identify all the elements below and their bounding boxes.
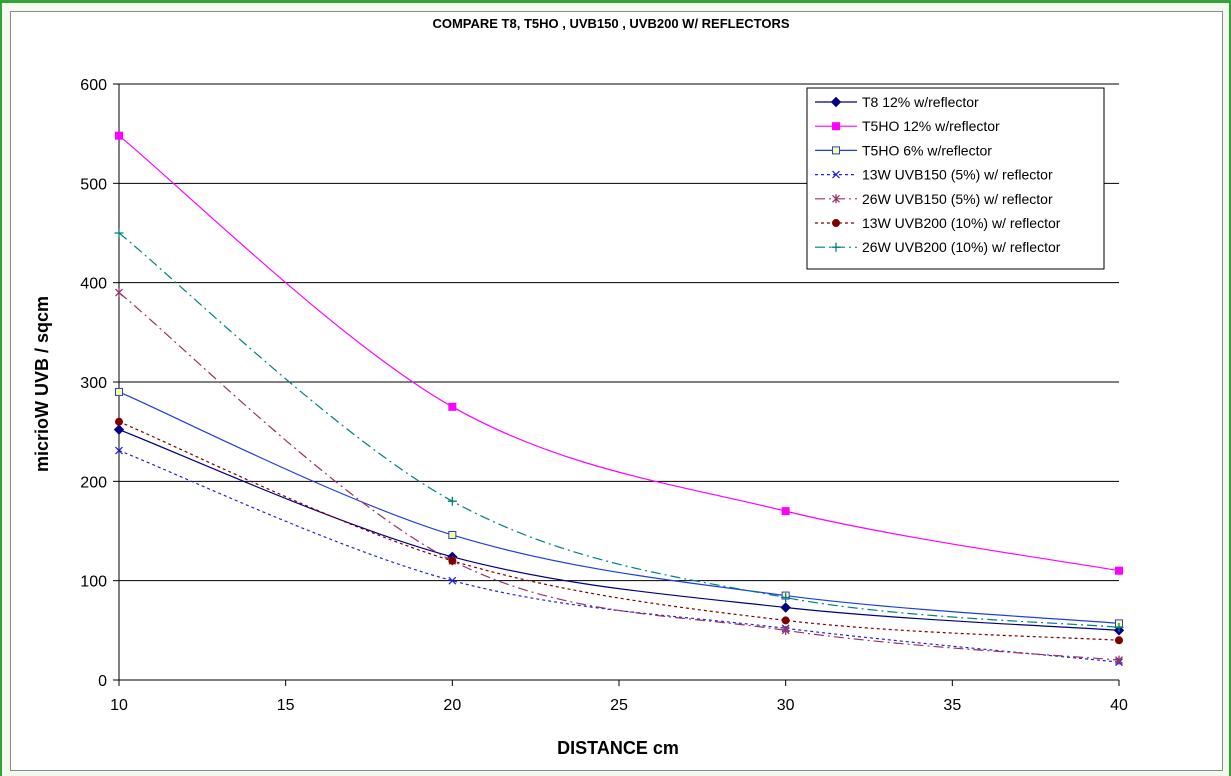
- series-1: [115, 131, 1123, 575]
- y-tick-label-5: 500: [80, 176, 107, 193]
- legend-label-4: 26W UVB150 (5%) w/ reflector: [862, 191, 1053, 207]
- data-point-0-0: [113, 424, 125, 435]
- series-line-2: [118, 391, 1120, 624]
- data-point-6-3: [1114, 622, 1124, 632]
- legend-marker-1: [832, 122, 840, 131]
- x-tick-label-0: 10: [110, 697, 128, 714]
- x-tick-label-1: 15: [277, 697, 295, 714]
- data-point-1-1: [448, 402, 457, 411]
- series-line-0: [118, 429, 1120, 631]
- data-point-1-2: [781, 507, 790, 516]
- axes: [113, 83, 1120, 686]
- legend-label-2: T5HO 6% w/reflector: [862, 142, 992, 158]
- series-line-6: [118, 232, 1120, 628]
- chart-title: COMPARE T8, T5HO , UVB150 , UVB200 W/ RE…: [432, 16, 789, 31]
- legend-marker-5: [832, 219, 840, 227]
- legend-marker-4: [832, 194, 840, 204]
- legend-label-6: 26W UVB200 (10%) w/ reflector: [862, 239, 1061, 255]
- x-tick-label-6: 40: [1110, 697, 1128, 714]
- data-point-1-3: [1115, 566, 1123, 575]
- series-0: [113, 424, 1125, 636]
- y-tick-label-0: 0: [98, 673, 107, 690]
- series-line-5: [118, 421, 1120, 641]
- data-point-5-3: [1115, 636, 1123, 645]
- data-point-4-2: [781, 625, 790, 635]
- data-point-3-1: [448, 576, 457, 585]
- y-tick-label-3: 300: [80, 375, 107, 392]
- series-3: [115, 446, 1123, 667]
- series-4: [115, 288, 1123, 665]
- data-point-0-2: [780, 602, 791, 613]
- data-point-6-0: [114, 228, 124, 238]
- data-point-4-0: [115, 288, 123, 298]
- legend-label-5: 13W UVB200 (10%) w/ reflector: [862, 215, 1061, 231]
- data-point-4-3: [1115, 655, 1123, 665]
- chart-area: COMPARE T8, T5HO , UVB150 , UVB200 W/ RE…: [10, 11, 1223, 771]
- data-point-6-2: [781, 593, 791, 603]
- legend-label-0: T8 12% w/reflector: [862, 94, 979, 110]
- series-5: [115, 417, 1123, 645]
- data-point-3-0: [115, 446, 123, 455]
- legend-label-3: 13W UVB150 (5%) w/ reflector: [862, 167, 1053, 183]
- series-2: [115, 387, 1123, 628]
- legend-box: [806, 87, 1105, 270]
- legend-marker-3: [832, 170, 840, 179]
- data-point-2-1: [448, 530, 457, 539]
- y-axis-title: micrioW UVB / sqcm: [32, 296, 52, 472]
- series-line-1: [118, 135, 1120, 572]
- x-tick-label-2: 20: [443, 697, 461, 714]
- y-tick-label-6: 600: [80, 77, 107, 94]
- data-point-6-1: [447, 496, 457, 506]
- y-tick-label-4: 400: [80, 276, 107, 293]
- x-axis-title: DISTANCE cm: [557, 738, 679, 758]
- y-tick-label-1: 100: [80, 574, 107, 591]
- legend: T8 12% w/reflector T5HO 12% w/reflector T5…: [806, 87, 1105, 270]
- data-point-1-0: [115, 131, 123, 140]
- series-lines: [113, 131, 1125, 667]
- tick-labels: 0 100 200 300 400 500 600 10 15 20 25 30 35 40: [80, 77, 1128, 714]
- series-6: [114, 228, 1124, 632]
- line-chart: COMPARE T8, T5HO , UVB150 , UVB200 W/ RE…: [32, 16, 1128, 758]
- data-point-5-1: [448, 556, 457, 565]
- legend-label-1: T5HO 12% w/reflector: [862, 118, 1000, 134]
- legend-marker-6: [831, 242, 841, 252]
- data-point-5-2: [781, 616, 790, 625]
- data-point-5-0: [115, 417, 123, 426]
- y-tick-label-2: 200: [80, 474, 107, 491]
- series-line-3: [118, 449, 1120, 663]
- series-line-4: [118, 292, 1120, 661]
- x-tick-label-3: 25: [610, 697, 628, 714]
- legend-marker-0: [830, 96, 842, 108]
- x-tick-label-4: 30: [777, 697, 795, 714]
- legend-marker-2: [832, 146, 840, 155]
- x-tick-label-5: 35: [943, 697, 961, 714]
- data-point-2-0: [115, 387, 123, 396]
